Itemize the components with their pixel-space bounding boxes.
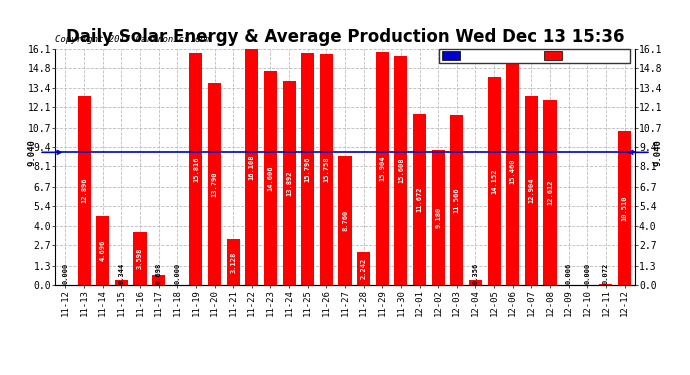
Text: 11.672: 11.672 bbox=[417, 187, 422, 212]
Text: 11.566: 11.566 bbox=[454, 188, 460, 213]
Bar bbox=[357, 252, 370, 285]
Text: 10.510: 10.510 bbox=[622, 195, 627, 220]
Text: 2.242: 2.242 bbox=[361, 258, 366, 279]
Text: 13.790: 13.790 bbox=[212, 171, 217, 196]
Text: 15.816: 15.816 bbox=[193, 156, 199, 182]
Text: 3.128: 3.128 bbox=[230, 251, 236, 273]
Text: 14.606: 14.606 bbox=[268, 165, 273, 190]
Bar bbox=[320, 54, 333, 285]
Bar bbox=[618, 131, 631, 285]
Bar bbox=[488, 77, 501, 285]
Bar bbox=[245, 49, 258, 285]
Text: 0.344: 0.344 bbox=[119, 262, 124, 284]
Bar bbox=[413, 114, 426, 285]
Text: Copyright 2017 Cartronics.com: Copyright 2017 Cartronics.com bbox=[55, 35, 211, 44]
Text: 16.108: 16.108 bbox=[249, 154, 255, 180]
Legend: Average  (kWh), Daily  (kWh): Average (kWh), Daily (kWh) bbox=[440, 48, 630, 63]
Text: 12.612: 12.612 bbox=[547, 180, 553, 205]
Bar bbox=[208, 82, 221, 285]
Text: 13.892: 13.892 bbox=[286, 170, 292, 196]
Text: 14.152: 14.152 bbox=[491, 168, 497, 194]
Bar bbox=[115, 280, 128, 285]
Text: 0.072: 0.072 bbox=[603, 262, 609, 284]
Bar bbox=[302, 53, 314, 285]
Text: 15.608: 15.608 bbox=[398, 158, 404, 183]
Bar bbox=[600, 284, 613, 285]
Text: 9.040: 9.040 bbox=[28, 139, 61, 166]
Bar bbox=[506, 58, 520, 285]
Bar bbox=[432, 150, 445, 285]
Text: 12.896: 12.896 bbox=[81, 178, 87, 203]
Bar bbox=[339, 156, 351, 285]
Title: Daily Solar Energy & Average Production Wed Dec 13 15:36: Daily Solar Energy & Average Production … bbox=[66, 28, 624, 46]
Bar bbox=[283, 81, 295, 285]
Text: 9.180: 9.180 bbox=[435, 207, 441, 228]
Bar bbox=[152, 275, 165, 285]
Bar bbox=[133, 232, 146, 285]
Text: 8.760: 8.760 bbox=[342, 210, 348, 231]
Bar bbox=[264, 70, 277, 285]
Bar bbox=[77, 96, 90, 285]
Bar bbox=[544, 100, 557, 285]
Text: 0.356: 0.356 bbox=[473, 262, 478, 284]
Bar bbox=[525, 96, 538, 285]
Text: 0.698: 0.698 bbox=[156, 262, 161, 284]
Text: 15.904: 15.904 bbox=[380, 156, 385, 181]
Text: 3.598: 3.598 bbox=[137, 248, 143, 269]
Text: 9.040: 9.040 bbox=[629, 139, 662, 166]
Bar bbox=[469, 280, 482, 285]
Text: 15.796: 15.796 bbox=[305, 156, 310, 182]
Text: 0.000: 0.000 bbox=[63, 262, 68, 284]
Bar bbox=[376, 52, 388, 285]
Text: 15.460: 15.460 bbox=[510, 159, 515, 184]
Text: 0.000: 0.000 bbox=[584, 262, 590, 284]
Bar bbox=[96, 216, 109, 285]
Text: 4.696: 4.696 bbox=[100, 240, 106, 261]
Bar bbox=[451, 115, 464, 285]
Bar bbox=[189, 53, 202, 285]
Text: 15.758: 15.758 bbox=[324, 157, 329, 182]
Bar bbox=[395, 56, 407, 285]
Text: 0.000: 0.000 bbox=[175, 262, 180, 284]
Bar bbox=[226, 239, 239, 285]
Text: 0.006: 0.006 bbox=[566, 262, 571, 284]
Text: 12.904: 12.904 bbox=[529, 178, 534, 203]
